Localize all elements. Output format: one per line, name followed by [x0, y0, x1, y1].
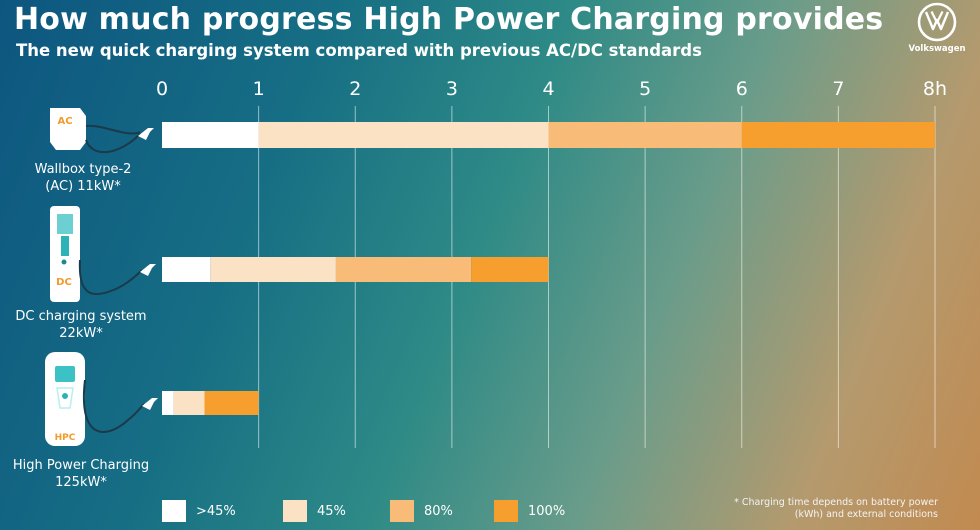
- logo-label: Volkswagen: [908, 44, 966, 54]
- x-tick-label: 2: [349, 78, 361, 100]
- x-axis-ticks: 0 1 2 3 4 5 6 7 8h: [156, 78, 947, 100]
- legend-swatch: [283, 500, 307, 522]
- legend-swatch: [494, 500, 518, 522]
- station-label: AC: [57, 116, 72, 127]
- category-label-wallbox: Wallbox type-2 (AC) 11kW*: [8, 161, 158, 195]
- x-tick-label: 6: [736, 78, 748, 100]
- wallbox-station-icon: [50, 108, 154, 154]
- category-label-hpc: High Power Charging 125kW*: [6, 457, 156, 491]
- bar-segment: [210, 257, 336, 282]
- x-tick-label: 1: [253, 78, 265, 100]
- plug-icon: [142, 398, 158, 410]
- footnote: * Charging time depends on battery power…: [734, 497, 938, 520]
- x-tick-label: 0: [156, 78, 168, 100]
- category-power: 22kW*: [59, 326, 103, 341]
- bar-segment: [173, 391, 205, 415]
- legend-swatch: [390, 500, 414, 522]
- vw-logo-icon: [917, 2, 957, 42]
- category-label-dc: DC charging system 22kW*: [6, 308, 156, 342]
- station-label: DC: [56, 277, 72, 288]
- charging-stations: AC DC HPC: [45, 108, 158, 446]
- volkswagen-logo: Volkswagen: [906, 2, 968, 62]
- bar-segment: [162, 257, 211, 282]
- legend-item-45: 45%: [283, 500, 346, 522]
- legend-label: >45%: [196, 503, 236, 519]
- bar-segment: [258, 122, 549, 148]
- chart-title: How much progress High Power Charging pr…: [14, 2, 884, 37]
- category-power: 125kW*: [55, 475, 107, 490]
- x-tick-label: 7: [832, 78, 844, 100]
- legend-swatch: [162, 500, 186, 522]
- plug-icon: [138, 128, 154, 140]
- legend-item-100: 100%: [494, 500, 565, 522]
- bar-segment: [335, 257, 472, 282]
- x-tick-label: 5: [639, 78, 651, 100]
- bar-segment: [204, 391, 259, 415]
- category-name: High Power Charging: [12, 458, 150, 473]
- legend-item-80: 80%: [390, 500, 453, 522]
- legend-label: 80%: [424, 503, 453, 519]
- category-power: (AC) 11kW*: [45, 179, 121, 194]
- chart-subtitle: The new quick charging system compared w…: [16, 41, 702, 60]
- station-label: HPC: [55, 433, 76, 443]
- bar-segment: [548, 122, 742, 148]
- bar-segment: [471, 257, 549, 282]
- dc-station-icon: [50, 206, 156, 302]
- hpc-station-icon: [45, 352, 158, 446]
- bar-segment: [162, 391, 174, 415]
- x-tick-label: 3: [446, 78, 458, 100]
- x-tick-label: 8h: [923, 78, 947, 100]
- bar-segment: [741, 122, 935, 148]
- bar-segment: [162, 122, 259, 148]
- category-name: DC charging system: [15, 309, 147, 324]
- legend-item-above-45: >45%: [162, 500, 236, 522]
- x-tick-label: 4: [542, 78, 554, 100]
- bars: [162, 122, 935, 415]
- legend-label: 45%: [317, 503, 346, 519]
- legend-label: 100%: [528, 503, 566, 519]
- category-name: Wallbox type-2: [34, 162, 132, 177]
- plug-icon: [140, 264, 156, 276]
